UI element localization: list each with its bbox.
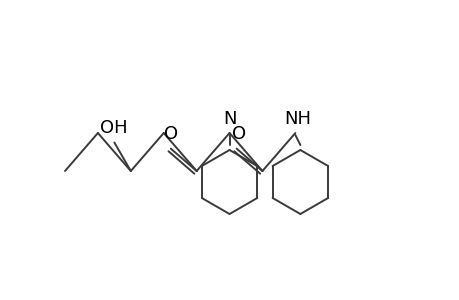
Text: N: N [222, 110, 236, 128]
Text: OH: OH [99, 118, 127, 136]
Text: NH: NH [283, 110, 310, 128]
Text: O: O [163, 124, 178, 142]
Text: O: O [231, 124, 245, 142]
